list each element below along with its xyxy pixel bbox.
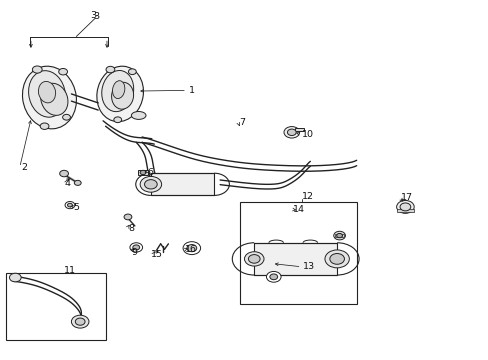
Circle shape [128,69,136,75]
Circle shape [74,180,81,185]
Text: 12: 12 [302,192,313,201]
Text: 17: 17 [400,193,412,202]
Circle shape [325,250,348,268]
Text: 15: 15 [151,250,163,259]
Circle shape [336,233,342,238]
Circle shape [71,315,89,328]
Bar [138,170,148,175]
Ellipse shape [131,112,146,120]
Bar [151,173,214,195]
Text: 1: 1 [188,86,194,95]
Text: 10: 10 [302,130,313,139]
Circle shape [32,66,42,73]
Ellipse shape [39,81,56,103]
Ellipse shape [28,71,65,117]
Circle shape [130,243,142,252]
Circle shape [396,201,413,213]
Text: 16: 16 [184,246,197,255]
Circle shape [266,271,281,282]
Bar [334,234,344,237]
Circle shape [40,123,49,130]
Text: 11: 11 [64,266,76,275]
Circle shape [144,180,157,189]
Bar [254,243,336,275]
Bar [239,202,356,304]
Text: 4: 4 [64,179,70,188]
Bar [396,209,413,212]
Circle shape [124,214,132,220]
Ellipse shape [41,83,68,115]
Text: 3: 3 [93,12,99,21]
Circle shape [75,318,85,325]
Circle shape [329,253,344,264]
Circle shape [140,170,146,175]
Circle shape [62,114,70,120]
Text: 6: 6 [147,168,153,177]
Ellipse shape [102,71,133,112]
Circle shape [244,252,264,266]
Text: 3: 3 [90,11,96,20]
Text: 14: 14 [293,205,305,214]
Circle shape [140,176,161,192]
Circle shape [269,274,277,280]
Circle shape [186,244,196,252]
Circle shape [399,203,410,211]
Circle shape [284,127,299,138]
Ellipse shape [111,82,133,109]
Text: 2: 2 [21,163,27,172]
Circle shape [106,66,115,73]
Circle shape [67,203,72,207]
Circle shape [9,273,21,282]
Circle shape [133,245,140,250]
Bar [5,273,105,339]
Text: 13: 13 [303,262,314,271]
Circle shape [59,68,67,75]
Bar [295,128,304,131]
Circle shape [333,231,345,240]
Ellipse shape [22,66,76,129]
Circle shape [114,117,122,123]
Text: 9: 9 [131,248,137,257]
Ellipse shape [112,81,124,99]
Text: 8: 8 [128,224,134,233]
Text: 7: 7 [239,118,245,127]
Circle shape [287,129,296,135]
Circle shape [65,202,75,209]
Text: 5: 5 [73,203,79,212]
Circle shape [248,255,260,263]
Circle shape [183,242,200,255]
Circle shape [60,170,68,177]
Ellipse shape [97,66,143,122]
